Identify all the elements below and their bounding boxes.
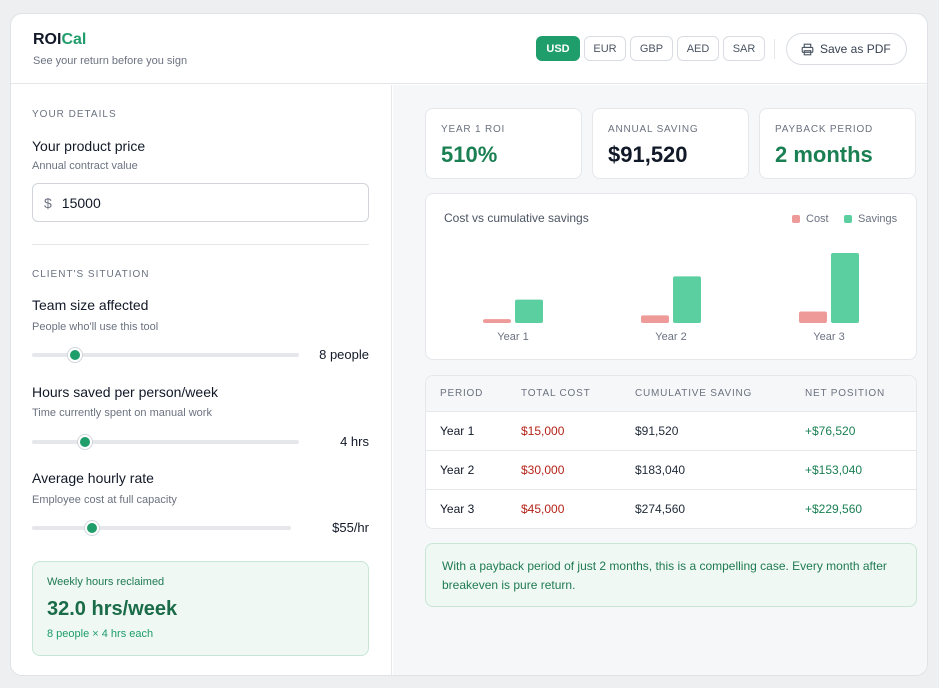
team-size-slider[interactable] [32,353,299,357]
currency-gbp-button[interactable]: GBP [630,36,673,61]
x-tick-label: Year 2 [655,331,686,343]
legend-savings: Savings [844,213,897,225]
bar-cost-year-3 [799,311,827,323]
kpi-label: YEAR 1 ROI [441,124,506,135]
cell-saving: $183,040 [635,463,686,477]
roi-calculator-window: ROICal See your return before you sign U… [10,13,928,676]
weekly-hours-title: Weekly hours reclaimed [47,576,165,588]
your-details-heading: YOUR DETAILS [32,109,117,120]
hourly-rate-value: $55/hr [332,520,369,535]
weekly-hours-card: Weekly hours reclaimed 32.0 hrs/week 8 p… [32,561,369,656]
app-header: ROICal See your return before you sign U… [11,14,927,84]
price-label: Your product price [32,138,146,154]
save-pdf-button[interactable]: Save as PDF [786,33,907,65]
x-tick-label: Year 1 [497,331,528,343]
clients-situation-heading: CLIENT'S SITUATION [32,269,150,280]
bar-cost-year-2 [641,315,669,323]
projection-table: PERIOD TOTAL COST CUMULATIVE SAVING NET … [425,375,917,529]
cell-cost: $30,000 [521,463,565,477]
th-period: PERIOD [440,388,484,399]
kpi-label: PAYBACK PERIOD [775,124,874,135]
th-net-position: NET POSITION [805,388,885,399]
cell-net: +$76,520 [805,424,856,438]
cell-period: Year 1 [440,424,475,438]
hourly-rate-slider[interactable] [32,526,291,530]
hours-saved-sub: Time currently spent on manual work [32,407,212,419]
price-sub: Annual contract value [32,160,138,172]
weekly-hours-sub: 8 people × 4 hrs each [47,628,154,640]
hours-saved-value: 4 hrs [340,434,369,449]
bar-cost-year-1 [483,319,511,323]
table-row: Year 3 $45,000 $274,560 +$229,560 [426,490,916,528]
legend-savings-swatch [844,215,852,223]
legend-cost-label: Cost [806,213,829,225]
cell-net: +$229,560 [805,502,863,516]
hourly-rate-slider-handle[interactable] [84,521,99,535]
team-size-label: Team size affected [32,297,149,313]
th-total-cost: TOTAL COST [521,388,591,399]
bar-savings-year-2 [673,276,701,323]
inputs-panel: YOUR DETAILS Your product price Annual c… [11,85,392,675]
brand-logo: ROICal [33,31,86,49]
table-row: Year 2 $30,000 $183,040 +$153,040 [426,451,916,490]
hourly-rate-sub: Employee cost at full capacity [32,494,177,506]
currency-eur-button[interactable]: EUR [584,36,626,61]
price-input[interactable]: $ 15000 [32,183,369,222]
bar-savings-year-1 [515,299,543,323]
save-pdf-label: Save as PDF [820,42,891,56]
cell-net: +$153,040 [805,463,863,477]
cell-period: Year 3 [440,502,475,516]
th-cumulative-saving: CUMULATIVE SAVING [635,388,753,399]
team-size-slider-handle[interactable] [67,348,82,362]
dollar-symbol: $ [44,194,52,211]
cost-savings-chart-card: Cost vs cumulative savings Cost Savings … [425,193,917,360]
currency-aed-button[interactable]: AED [677,36,719,61]
cell-saving: $274,560 [635,502,686,516]
legend-savings-label: Savings [858,213,898,225]
legend-cost: Cost [792,213,829,225]
kpi-value: 2 months [775,142,873,167]
table-header: PERIOD TOTAL COST CUMULATIVE SAVING NET … [426,376,916,412]
bar-savings-year-3 [831,253,859,323]
currency-sar-button[interactable]: SAR [723,36,765,61]
hours-saved-slider[interactable] [32,440,299,444]
hourly-rate-label: Average hourly rate [32,470,154,486]
kpi-value: 510% [441,142,498,167]
section-divider [32,244,369,245]
header-divider [774,39,775,59]
hours-saved-slider-handle[interactable] [77,435,92,449]
kpi-year1-roi: YEAR 1 ROI 510% [425,108,582,179]
currency-usd-button[interactable]: USD [536,36,580,61]
summary-note: With a payback period of just 2 months, … [425,543,917,607]
table-row: Year 1 $15,000 $91,520 +$76,520 [426,412,916,451]
brand-accent: Cal [61,31,87,48]
kpi-annual-saving: ANNUAL SAVING $91,520 [592,108,749,179]
cell-saving: $91,520 [635,424,679,438]
cell-cost: $15,000 [521,424,565,438]
team-size-sub: People who'll use this tool [32,321,159,333]
kpi-value: $91,520 [608,142,688,167]
results-panel: YEAR 1 ROI 510% ANNUAL SAVING $91,520 PA… [393,85,927,675]
brand-main: ROI [33,31,62,48]
weekly-hours-value: 32.0 hrs/week [47,598,178,620]
price-value: 15000 [61,194,101,211]
printer-icon [801,43,814,55]
kpi-payback-period: PAYBACK PERIOD 2 months [759,108,916,179]
cell-cost: $45,000 [521,502,565,516]
hours-saved-label: Hours saved per person/week [32,384,218,400]
x-tick-label: Year 3 [813,331,844,343]
team-size-value: 8 people [319,347,369,362]
chart-title: Cost vs cumulative savings [444,211,589,225]
cell-period: Year 2 [440,463,475,477]
kpi-label: ANNUAL SAVING [608,124,699,135]
bar-chart: Year 1 Year 2 Year 3 [483,253,859,343]
tagline: See your return before you sign [33,55,188,67]
legend-cost-swatch [792,215,800,223]
